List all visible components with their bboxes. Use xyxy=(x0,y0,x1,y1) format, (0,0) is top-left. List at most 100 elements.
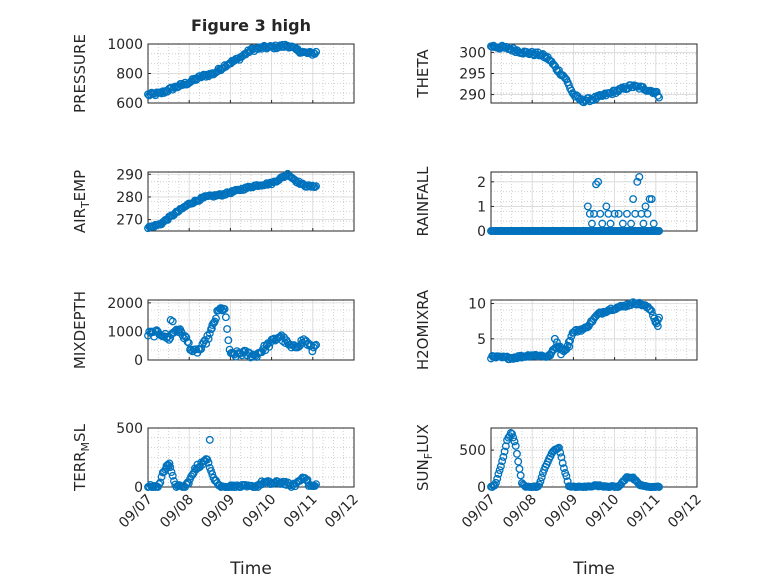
data-point xyxy=(537,473,546,482)
y-tick-label: 290 xyxy=(459,88,486,104)
x-tick-label: 09/07 xyxy=(459,492,499,532)
y-axis-label: H2OMIXRA xyxy=(414,289,432,370)
y-tick-label: 500 xyxy=(459,443,486,459)
data-point xyxy=(307,182,316,191)
data-point xyxy=(265,342,274,351)
data-point xyxy=(312,340,321,349)
data-point xyxy=(218,306,227,314)
y-tick-label: 300 xyxy=(459,45,486,61)
y-tick-label: 5 xyxy=(477,332,486,348)
y-tick-label: 0 xyxy=(134,353,143,369)
data-point xyxy=(312,47,321,56)
data-point xyxy=(555,443,563,452)
y-tick-label: 280 xyxy=(116,190,143,206)
data-point xyxy=(166,316,175,324)
y-axis-label: TERRMSL xyxy=(71,423,92,492)
y-axis-label: RAINFALL xyxy=(414,166,432,237)
data-point xyxy=(208,69,217,78)
data-point xyxy=(506,429,515,437)
y-tick-label: 1000 xyxy=(107,324,143,340)
data-point xyxy=(552,338,561,347)
data-point xyxy=(152,326,161,335)
data-point xyxy=(618,219,627,228)
data-point xyxy=(627,219,636,228)
data-point xyxy=(610,209,619,218)
data-point xyxy=(195,462,204,471)
y-tick-label: 500 xyxy=(116,421,143,437)
data-point xyxy=(221,313,230,322)
data-point xyxy=(559,464,568,473)
y-tick-label: 295 xyxy=(459,67,486,83)
data-point xyxy=(165,459,174,468)
data-point xyxy=(205,329,214,338)
plot-frame xyxy=(147,43,355,104)
y-axis-label: MIXDEPTH xyxy=(71,291,89,369)
data-point xyxy=(212,314,220,323)
data-point xyxy=(495,466,504,475)
data-point xyxy=(500,447,509,456)
figure-title: Figure 3 high xyxy=(191,16,311,35)
data-point xyxy=(224,336,233,345)
y-axis-label: SUNFLUX xyxy=(414,424,435,491)
data-point xyxy=(148,483,157,491)
data-point xyxy=(496,462,505,471)
data-point xyxy=(587,219,596,228)
plot-frame xyxy=(490,299,698,361)
x-tick-label: 09/11 xyxy=(624,492,664,532)
data-point xyxy=(188,470,197,479)
data-point xyxy=(204,334,213,343)
data-point xyxy=(511,441,520,450)
data-point xyxy=(310,183,319,192)
data-point xyxy=(557,350,565,359)
data-point xyxy=(499,452,508,461)
y-tick-label: 0 xyxy=(477,224,486,240)
x-tick-label: 09/11 xyxy=(281,492,321,532)
data-point xyxy=(653,91,662,100)
subplot-mixdepth: 0 1000 2000 MIXDEPTH xyxy=(71,291,355,369)
subplot-theta: 290 295 300 THETA xyxy=(414,41,698,107)
y-tick-label: 270 xyxy=(116,213,143,229)
x-tick-label: 09/09 xyxy=(541,492,581,532)
y-tick-label: 1 xyxy=(477,199,486,215)
data-point xyxy=(594,177,603,186)
data-point xyxy=(491,478,500,487)
data-point xyxy=(310,481,319,490)
data-point xyxy=(655,93,664,102)
data-point xyxy=(647,195,656,203)
data-point xyxy=(291,176,300,185)
data-point xyxy=(310,341,319,350)
data-point xyxy=(498,457,507,466)
x-tick-label: 09/08 xyxy=(500,492,540,532)
data-point xyxy=(167,468,176,477)
data-point xyxy=(643,209,652,218)
y-tick-label: 290 xyxy=(116,167,143,183)
y-tick-label: 600 xyxy=(116,96,143,112)
data-point xyxy=(168,317,177,326)
data-point xyxy=(585,209,594,218)
data-point xyxy=(606,219,615,228)
data-point xyxy=(641,202,650,211)
x-tick-label: 09/10 xyxy=(240,492,280,532)
data-point xyxy=(193,460,202,469)
y-axis-label: AIRTEMP xyxy=(71,170,92,233)
data-point xyxy=(536,477,545,486)
data-point xyxy=(596,209,605,218)
y-tick-label: 10 xyxy=(468,297,486,313)
data-point xyxy=(513,449,521,458)
data-point xyxy=(223,325,232,333)
y-tick-label: 2 xyxy=(477,175,486,191)
data-point xyxy=(510,437,519,446)
x-tick-label: 09/10 xyxy=(583,492,623,532)
data-point xyxy=(649,219,658,228)
data-point xyxy=(163,460,172,469)
data-point xyxy=(207,324,216,333)
data-point xyxy=(494,469,503,478)
data-point xyxy=(639,219,648,228)
data-point xyxy=(614,209,623,218)
data-point xyxy=(516,471,525,480)
data-point xyxy=(207,70,215,79)
data-point xyxy=(651,317,660,326)
x-tick-label: 09/08 xyxy=(157,492,197,532)
data-point xyxy=(635,172,644,181)
